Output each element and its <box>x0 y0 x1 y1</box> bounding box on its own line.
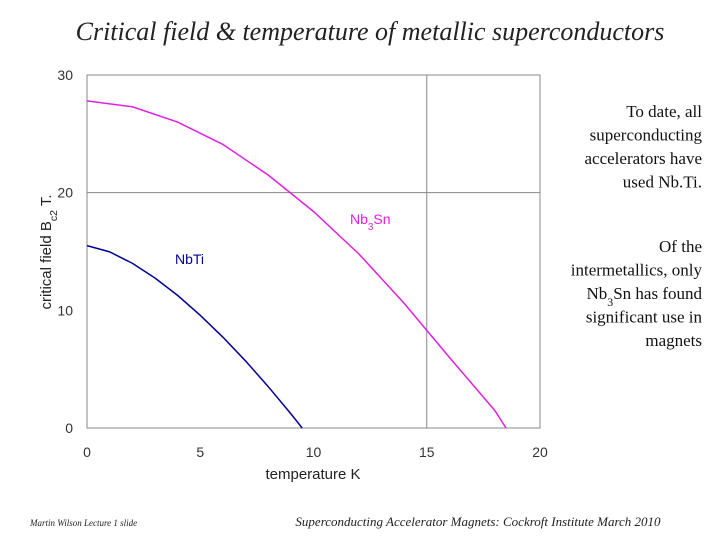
note-line: superconducting <box>590 126 703 145</box>
text-part: Nb <box>586 284 607 303</box>
text-part: T. <box>38 194 55 210</box>
note-line: Of the <box>659 237 702 256</box>
plot-frame <box>86 74 541 429</box>
subscript: c2 <box>48 210 60 221</box>
y-tick-label: 30 <box>57 67 73 83</box>
series-line <box>86 100 507 429</box>
note-line: accelerators have <box>585 149 703 168</box>
slide-title: Critical field & temperature of metallic… <box>76 17 665 46</box>
note-line: Nb3Sn has found <box>586 284 702 309</box>
x-axis-label: temperature K <box>265 466 360 483</box>
x-tick-label: 15 <box>419 444 435 460</box>
note-line: To date, all <box>626 102 702 121</box>
text-part: Sn <box>373 211 390 227</box>
footer-left: Martin Wilson Lecture 1 slide <box>29 518 137 528</box>
note-line: used Nb.Ti. <box>623 173 702 192</box>
y-tick-label: 0 <box>65 420 73 436</box>
footer-right: Superconducting Accelerator Magnets: Coc… <box>295 514 661 529</box>
note-line: magnets <box>645 331 702 350</box>
y-tick-label: 10 <box>57 302 73 318</box>
text-part: Sn has found <box>613 284 702 303</box>
subscript: 3 <box>607 295 613 309</box>
subscript: 3 <box>368 222 374 233</box>
note-line: intermetallics, only <box>571 261 703 280</box>
text-part: NbTi <box>175 251 204 267</box>
y-tick-label: 20 <box>57 185 73 201</box>
x-tick-label: 0 <box>83 444 91 460</box>
note-line: significant use in <box>586 308 703 327</box>
text-part: critical field B <box>38 221 55 309</box>
x-tick-label: 10 <box>306 444 322 460</box>
series-label: Nb3Sn <box>350 211 390 233</box>
series-line <box>86 244 303 429</box>
y-axis-label: critical field Bc2 T. <box>38 194 60 309</box>
x-tick-label: 20 <box>532 444 548 460</box>
text-part: Nb <box>350 211 368 227</box>
series-label: NbTi <box>175 251 204 267</box>
x-tick-label: 5 <box>196 444 204 460</box>
